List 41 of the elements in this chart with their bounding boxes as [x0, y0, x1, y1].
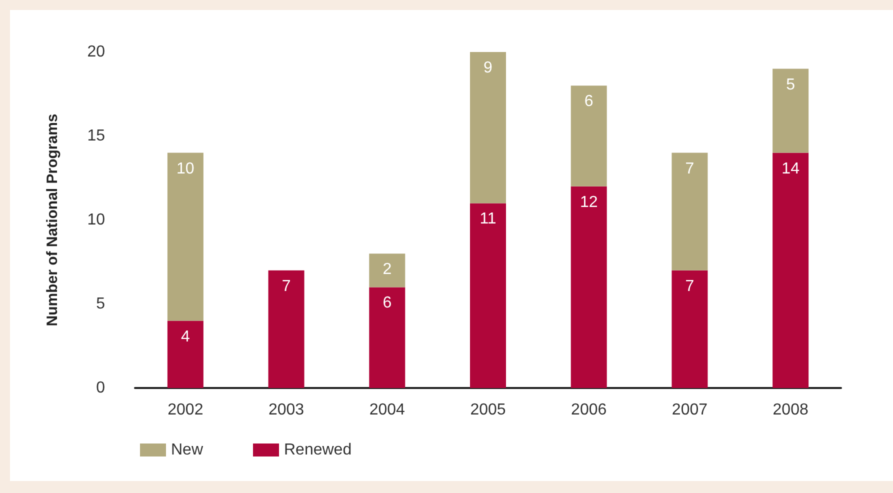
y-tick-label: 20	[87, 44, 106, 60]
bar	[167, 152, 204, 321]
bar	[268, 270, 304, 388]
bar	[672, 270, 708, 388]
x-tick-label: 2006	[571, 402, 607, 418]
x-tick-label: 2002	[168, 402, 204, 418]
data-label: 4	[180, 328, 190, 346]
bar	[470, 52, 506, 204]
data-label: 9	[484, 60, 493, 76]
bar	[772, 152, 809, 388]
bar	[470, 203, 506, 388]
bar	[369, 287, 406, 388]
bar	[369, 254, 406, 288]
data-label: 7	[685, 160, 694, 178]
y-axis-title: Number of National Programs	[44, 114, 61, 326]
y-tick-label: 5	[96, 296, 106, 312]
bar	[167, 320, 204, 388]
x-tick-label: 2005	[470, 402, 506, 418]
data-label: 12	[580, 194, 598, 211]
bar	[772, 68, 809, 153]
data-label: 6	[382, 294, 392, 312]
y-tick-label: 0	[96, 380, 106, 396]
x-tick-label: 2003	[268, 402, 304, 418]
data-label: 14	[782, 160, 800, 178]
data-label: 6	[584, 93, 594, 110]
x-tick-label: 2004	[369, 402, 406, 418]
x-tick-label: 2007	[672, 402, 708, 418]
data-label: 10	[176, 160, 194, 178]
y-tick-label: 15	[87, 128, 106, 144]
data-label: 2	[382, 261, 392, 278]
data-label: 5	[786, 76, 796, 94]
data-label: 11	[480, 210, 496, 228]
x-tick-label: 2008	[772, 402, 808, 418]
data-label: 7	[282, 278, 291, 295]
bar	[570, 186, 607, 388]
bar	[672, 152, 708, 270]
bar	[570, 86, 607, 186]
legend-label: New	[171, 442, 204, 458]
y-tick-label: 10	[87, 212, 106, 228]
legend-label: Renewed	[284, 442, 352, 458]
data-label: 7	[685, 278, 694, 295]
